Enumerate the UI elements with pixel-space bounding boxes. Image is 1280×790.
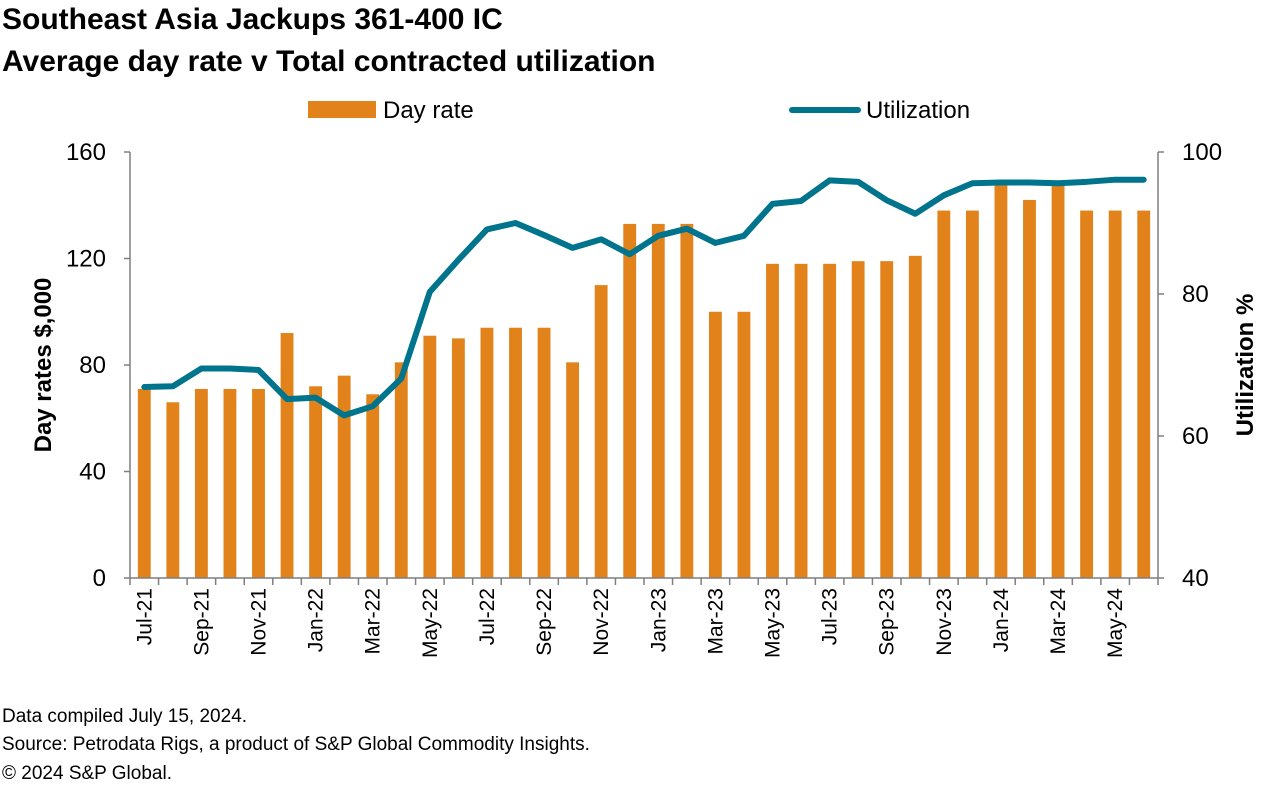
x-tick-label-Sep-22: Sep-22 — [533, 588, 556, 656]
bar-day-rate-Jun-23 — [794, 263, 808, 578]
bar-day-rate-May-24 — [1108, 210, 1122, 578]
bar-day-rate-Sep-21 — [194, 388, 208, 578]
bar-day-rate-Feb-22 — [337, 375, 351, 578]
chart-area: 0 40 80 120 160 40 60 80 100 Jul-21 Sep-21 Nov-21 Ja… — [30, 97, 1259, 658]
bar-day-rate-Apr-23 — [737, 311, 751, 578]
left-tick-label-160: 160 — [66, 139, 106, 166]
x-tick-label-Jul-22: Jul-22 — [476, 588, 499, 645]
x-tick-label-May-23: May-23 — [762, 588, 785, 658]
bar-day-rate-Jul-23 — [823, 263, 837, 578]
bar-day-rate-Apr-24 — [1080, 210, 1094, 578]
x-tick-label-Nov-23: Nov-23 — [933, 588, 956, 656]
y-axis-title-left: Day rates $,000 — [30, 278, 57, 453]
bar-day-rate-Nov-21 — [252, 388, 265, 578]
x-tick-label-Jul-21: Jul-21 — [133, 588, 156, 645]
bar-day-rate-Mar-24 — [1051, 183, 1065, 578]
bar-day-rate-Oct-23 — [908, 255, 922, 578]
bar-day-rate-Jun-24 — [1137, 210, 1151, 578]
x-tick-label-Mar-24: Mar-24 — [1047, 588, 1070, 655]
bar-day-rate-Aug-22 — [509, 327, 522, 578]
x-tick-label-Jan-23: Jan-23 — [647, 588, 670, 652]
bar-day-rate-Mar-22 — [366, 394, 380, 578]
bar-day-rate-Aug-23 — [851, 261, 865, 578]
x-tick-label-Nov-22: Nov-22 — [590, 588, 613, 656]
x-tick-label-May-24: May-24 — [1104, 588, 1127, 658]
bar-day-rate-Dec-22 — [623, 223, 637, 578]
x-tick-label-Sep-23: Sep-23 — [876, 588, 899, 656]
x-tick-label-Sep-21: Sep-21 — [190, 588, 213, 656]
bar-day-rate-Oct-21 — [223, 388, 237, 578]
bar-day-rate-May-22 — [423, 335, 437, 578]
bar-day-rate-Feb-24 — [1023, 199, 1036, 578]
bar-day-rate-Jan-22 — [309, 386, 323, 578]
chart-title-line2: Average day rate v Total contracted util… — [2, 45, 656, 78]
left-tick-label-80: 80 — [79, 352, 106, 379]
line-utilization — [141, 176, 1147, 419]
right-tick-label-60: 60 — [1182, 423, 1209, 450]
bar-day-rate-Apr-22 — [394, 362, 408, 578]
chart-title-line1: Southeast Asia Jackups 361-400 IC — [2, 3, 503, 36]
right-tick-label-40: 40 — [1182, 565, 1209, 592]
y-axis-title-right: Utilization % — [1232, 294, 1259, 437]
bar-day-rate-Jan-23 — [651, 223, 665, 578]
x-tick-label-Mar-22: Mar-22 — [362, 588, 385, 655]
x-tick-label-Jan-22: Jan-22 — [305, 588, 328, 652]
x-tick-label-Jul-23: Jul-23 — [819, 588, 842, 645]
bar-day-rate-Mar-23 — [708, 311, 722, 578]
right-tick-label-80: 80 — [1182, 281, 1209, 308]
bar-day-rate-Jul-21 — [137, 388, 151, 578]
bar-day-rate-Dec-23 — [965, 210, 979, 578]
right-tick-label-100: 100 — [1182, 139, 1222, 166]
x-tick-label-May-22: May-22 — [419, 588, 442, 658]
bar-day-rate-Sep-23 — [880, 261, 894, 578]
left-tick-label-0: 0 — [93, 565, 106, 592]
footer-source-note: Source: Petrodata Rigs, a product of S&P… — [2, 734, 590, 755]
x-tick-label-Mar-23: Mar-23 — [704, 588, 727, 655]
footer-copyright: © 2024 S&P Global. — [2, 763, 172, 784]
bar-day-rate-Nov-23 — [937, 210, 951, 578]
bar-day-rate-Sep-22 — [537, 327, 551, 578]
bar-day-rate-Jul-22 — [480, 327, 494, 578]
bar-day-rate-Oct-22 — [566, 362, 580, 578]
bar-day-rate-Feb-23 — [680, 223, 694, 578]
bar-day-rate-May-23 — [766, 263, 779, 578]
bar-day-rate-Jan-24 — [994, 181, 1008, 579]
bar-day-rate-Aug-21 — [166, 402, 180, 578]
bar-day-rate-Jun-22 — [451, 338, 465, 579]
legend-swatch-day-rate — [308, 101, 376, 118]
left-tick-label-40: 40 — [79, 459, 106, 486]
bar-day-rate-Nov-22 — [594, 285, 608, 579]
bar-day-rate-Dec-21 — [280, 333, 294, 578]
x-tick-label-Jan-24: Jan-24 — [990, 588, 1013, 653]
x-tick-label-Nov-21: Nov-21 — [248, 588, 271, 656]
footer-compiled-note: Data compiled July 15, 2024. — [2, 706, 248, 727]
legend-label-day-rate: Day rate — [383, 97, 474, 124]
legend-label-utilization: Utilization — [866, 97, 970, 124]
left-tick-label-120: 120 — [66, 246, 106, 273]
